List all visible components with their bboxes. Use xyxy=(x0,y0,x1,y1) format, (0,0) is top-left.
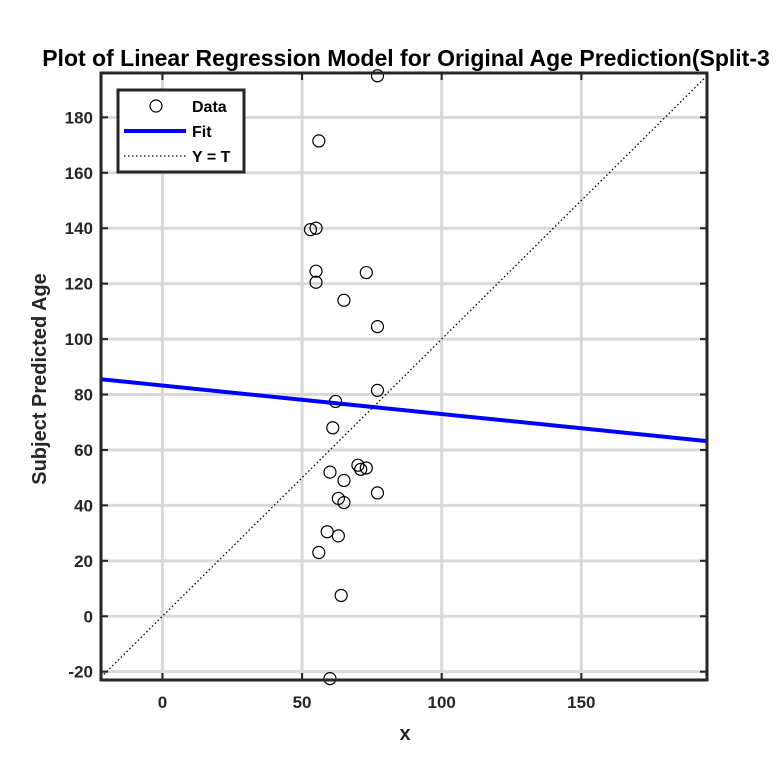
data-point xyxy=(337,293,351,307)
y-tick-label: 0 xyxy=(84,607,93,626)
data-point xyxy=(359,265,373,280)
tick-marks xyxy=(101,73,707,680)
legend-label: Data xyxy=(192,99,227,116)
tick-labels: 0 50 100 150 -20 0 20 40 60 80 100 120 140 160 180 xyxy=(65,108,596,712)
data-point xyxy=(312,134,326,148)
grid xyxy=(101,73,707,680)
data-point xyxy=(326,421,340,435)
data-point xyxy=(370,486,385,500)
data-point xyxy=(359,461,373,475)
y-axis-label: Subject Predicted Age xyxy=(29,273,51,485)
data-point xyxy=(370,69,385,83)
y-tick-label: 100 xyxy=(65,330,93,349)
y-tick-label: 140 xyxy=(65,219,93,238)
data-point xyxy=(354,462,368,476)
data-point xyxy=(370,320,385,334)
data-point xyxy=(303,223,318,237)
data-point xyxy=(309,221,323,235)
x-tick-label: 50 xyxy=(293,693,312,712)
x-tick-label: 0 xyxy=(158,693,167,712)
data-point xyxy=(323,465,337,479)
y-tick-label: 40 xyxy=(74,496,93,515)
data-point xyxy=(320,525,334,539)
axes-box xyxy=(99,71,709,682)
legend-marker-data xyxy=(149,99,163,113)
x-axis-label: x xyxy=(399,723,410,745)
legend-label: Y = T xyxy=(192,149,231,166)
y-tick-label: 20 xyxy=(74,552,93,571)
y-tick-label: 160 xyxy=(65,164,93,183)
y-tick-label: 120 xyxy=(65,275,93,294)
data-point xyxy=(337,473,351,488)
x-tick-label: 100 xyxy=(428,693,456,712)
fit-line xyxy=(100,377,708,444)
chart-title: Plot of Linear Regression Model for Orig… xyxy=(42,45,770,71)
data-point xyxy=(334,588,348,603)
series-lines xyxy=(100,75,708,678)
x-tick-label: 150 xyxy=(567,693,595,712)
y-tick-label: -20 xyxy=(68,663,93,682)
data-point xyxy=(337,496,351,510)
data-points xyxy=(303,69,385,686)
data-point xyxy=(331,529,345,543)
legend-label: Fit xyxy=(192,124,212,141)
y-tick-label: 60 xyxy=(74,441,93,460)
data-point xyxy=(309,275,323,289)
y-tick-label: 80 xyxy=(74,386,93,405)
y-tick-label: 180 xyxy=(65,108,93,127)
data-point xyxy=(309,264,323,278)
data-point xyxy=(370,383,385,397)
legend: Data Fit Y = T xyxy=(116,88,246,174)
data-point xyxy=(328,394,343,409)
data-point xyxy=(351,458,365,472)
data-point xyxy=(312,545,326,560)
